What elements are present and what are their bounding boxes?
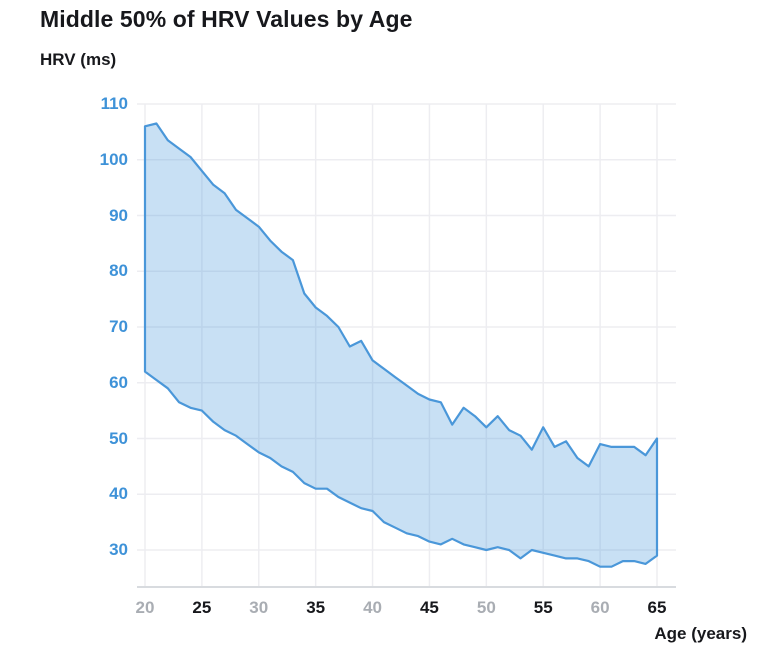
x-tick-label-35: 35	[306, 598, 326, 617]
x-tick-label-50: 50	[476, 598, 496, 617]
x-tick-label-65: 65	[647, 598, 667, 617]
x-tick-label-55: 55	[533, 598, 553, 617]
y-tick-label-60: 60	[109, 372, 128, 392]
x-tick-label-30: 30	[249, 598, 269, 617]
x-tick-label-25: 25	[192, 598, 212, 617]
iqr-band	[143, 122, 659, 568]
x-tick-label-20: 20	[135, 598, 155, 617]
x-tick-label-45: 45	[419, 598, 439, 617]
y-tick-label-70: 70	[109, 317, 128, 336]
y-tick-label-100: 100	[99, 149, 128, 169]
y-tick-label-30: 30	[109, 540, 128, 559]
x-tick-label-60: 60	[590, 598, 610, 617]
y-axis-title: HRV (ms)	[40, 50, 117, 69]
x-tick-label-40: 40	[363, 598, 382, 617]
y-tick-label-50: 50	[109, 428, 128, 448]
y-tick-label-110: 110	[100, 94, 128, 113]
chart-title: Middle 50% of HRV Values by Age	[40, 6, 413, 32]
x-axis-title: Age (years)	[654, 624, 747, 643]
y-tick-label-90: 90	[109, 205, 128, 225]
y-tick-label-40: 40	[109, 484, 128, 504]
y-tick-label-80: 80	[109, 261, 128, 281]
